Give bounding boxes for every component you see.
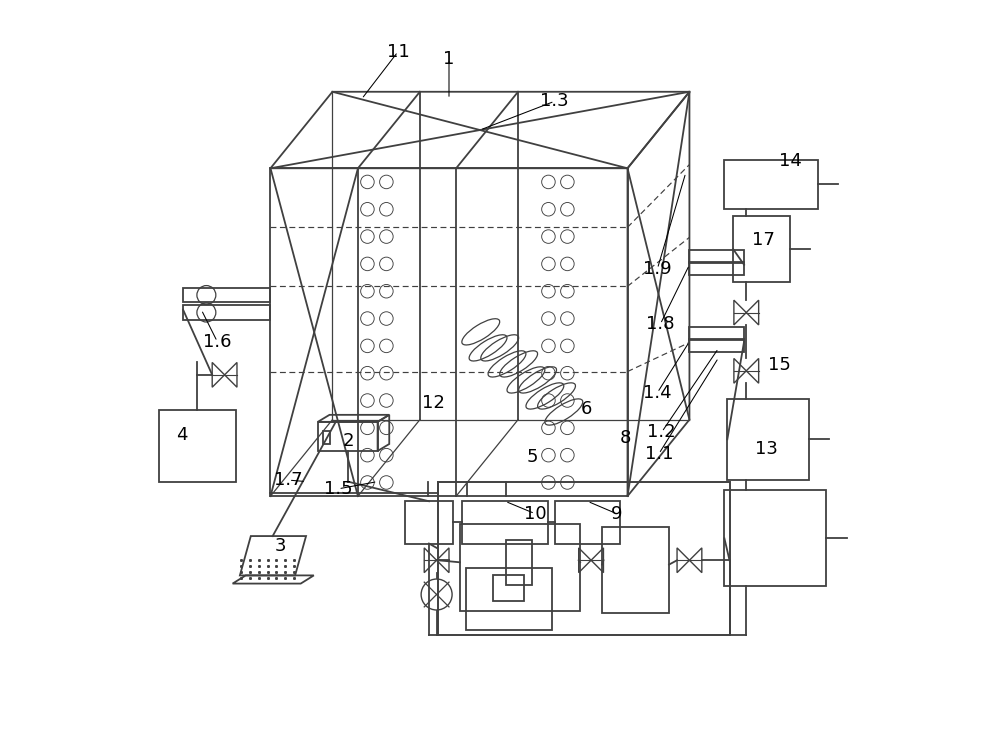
Bar [159, 410, 236, 482]
Text: 1: 1 [443, 50, 455, 68]
Bar [460, 524, 580, 611]
Text: 8: 8 [620, 429, 631, 447]
Text: 1.1: 1.1 [645, 445, 673, 463]
Text: 14: 14 [779, 152, 801, 170]
Bar [405, 502, 453, 544]
Text: 1.4: 1.4 [643, 384, 672, 402]
Text: 1.7: 1.7 [274, 471, 303, 489]
Text: 1.5: 1.5 [324, 480, 353, 498]
Text: 15: 15 [768, 356, 791, 374]
Bar [506, 539, 532, 585]
Text: 10: 10 [524, 504, 546, 523]
Text: 12: 12 [422, 394, 444, 412]
Bar [689, 327, 744, 340]
Bar [555, 502, 620, 544]
Bar [689, 262, 744, 275]
Bar [183, 305, 270, 320]
Bar [689, 250, 744, 264]
Text: 3: 3 [274, 537, 286, 555]
Bar [270, 169, 628, 496]
Bar [724, 160, 818, 209]
Bar [318, 422, 378, 451]
Text: 13: 13 [755, 439, 778, 458]
Text: 4: 4 [176, 426, 187, 444]
Bar [323, 431, 330, 444]
Bar [724, 491, 826, 586]
Text: 17: 17 [752, 231, 775, 249]
Text: 1.8: 1.8 [646, 315, 675, 333]
Bar [183, 288, 270, 302]
Bar [493, 575, 524, 602]
Bar [733, 216, 790, 282]
Text: 1.6: 1.6 [203, 333, 232, 350]
Bar [727, 399, 809, 480]
Bar [602, 527, 669, 612]
Text: 11: 11 [387, 42, 409, 61]
Bar [462, 502, 548, 544]
Bar [438, 482, 730, 634]
Text: 6: 6 [580, 400, 592, 418]
Text: 1.3: 1.3 [540, 92, 569, 110]
Text: 1.2: 1.2 [647, 423, 676, 441]
Text: 9: 9 [611, 504, 622, 523]
Text: 5: 5 [527, 447, 539, 466]
Text: 1.9: 1.9 [643, 260, 672, 278]
Bar [466, 567, 552, 630]
Bar [689, 339, 744, 352]
Text: 2: 2 [343, 431, 354, 450]
